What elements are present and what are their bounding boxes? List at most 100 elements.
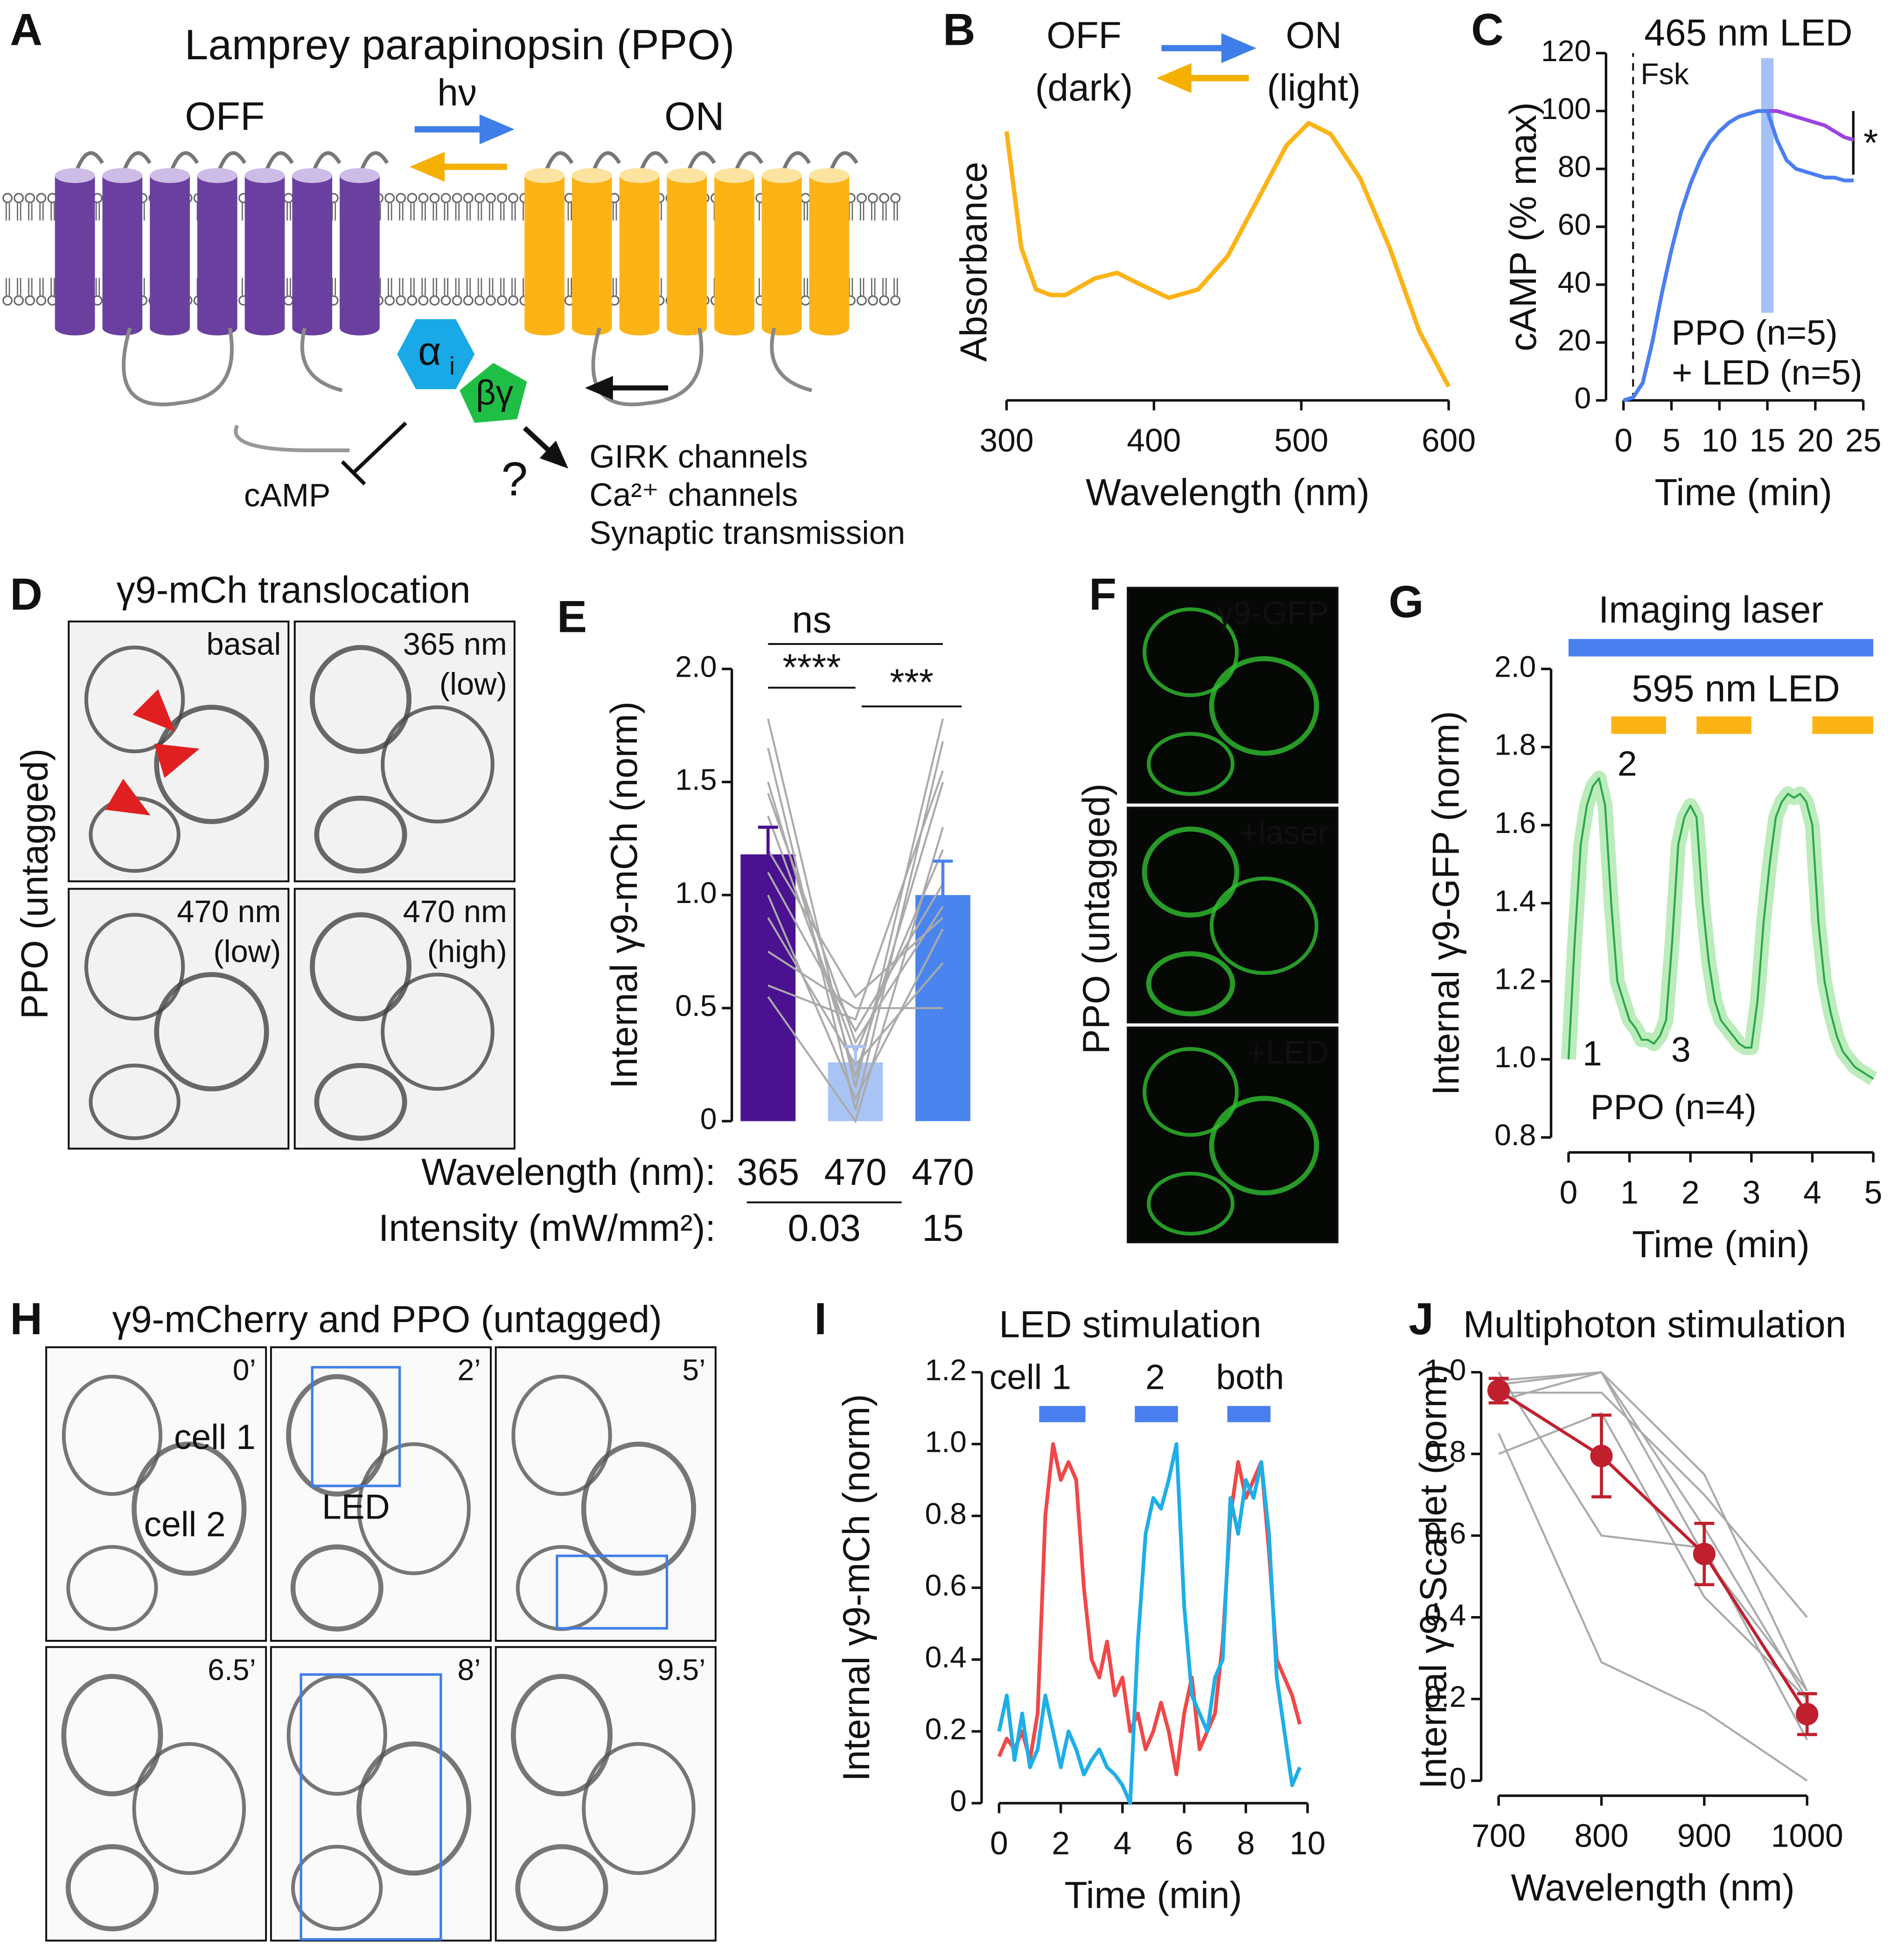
arrow-head <box>133 689 175 732</box>
helix <box>524 175 565 328</box>
helix-bottom <box>197 320 237 336</box>
paired-line <box>767 849 944 999</box>
arrow-head <box>409 152 445 182</box>
lipid-tail <box>432 278 437 296</box>
lipid-head <box>440 295 451 306</box>
data-line <box>1498 1389 1809 1715</box>
lipid-tail <box>612 278 617 296</box>
helix-bottom <box>55 320 95 336</box>
lipid-tail <box>567 203 572 221</box>
individual-line <box>1498 1371 1808 1692</box>
y-tick-label: 80 <box>1558 150 1591 183</box>
panel-label: C <box>1471 5 1504 55</box>
g-betagamma-label: βγ <box>476 373 514 412</box>
lipid-head <box>14 193 24 203</box>
cell-outline <box>314 1063 407 1141</box>
stimulus-bar <box>1696 716 1751 734</box>
cell-outline <box>84 645 185 754</box>
x-axis-label: Time (min) <box>1065 1875 1242 1917</box>
helix-bottom <box>761 320 802 336</box>
lipid-head <box>25 193 35 203</box>
y-tick-label: 0 <box>1450 1762 1466 1795</box>
data-point <box>1693 1542 1716 1566</box>
frame-label: (low) <box>213 934 281 969</box>
paired-line <box>767 895 944 1101</box>
individual-line <box>1499 1392 1808 1618</box>
lipid-tail <box>466 278 471 296</box>
lipid-tail <box>388 278 392 296</box>
frame-label: 5’ <box>682 1353 705 1386</box>
data-line <box>1623 109 1854 402</box>
frame-label: (high) <box>427 934 507 969</box>
x-tick-label: 470 <box>824 1151 887 1193</box>
cell-outline <box>290 1544 384 1632</box>
helix-bottom <box>572 320 612 336</box>
panel-title: γ9-mCherry and PPO (untagged) <box>112 1299 662 1341</box>
individual-line <box>1498 1371 1808 1692</box>
bar <box>740 854 796 1121</box>
effector: GIRK channels <box>589 438 808 475</box>
x-tick-label: 365 <box>737 1151 799 1193</box>
y-tick-label: 0.6 <box>925 1568 967 1602</box>
helix <box>292 175 333 328</box>
x-tick-label: 400 <box>1127 422 1181 458</box>
state-on-sub: (light) <box>1267 67 1361 109</box>
lipid-head <box>2 193 13 203</box>
paired-line <box>767 917 944 1067</box>
helix-top <box>809 168 850 183</box>
arrow-head <box>539 441 569 469</box>
stimulus-label: both <box>1216 1357 1284 1396</box>
lipid-tail <box>511 203 516 221</box>
effector: Synaptic transmission <box>589 514 905 551</box>
helix-top <box>714 168 754 183</box>
x-tick-label: 1000 <box>1771 1817 1843 1854</box>
y-tick-label: 0.4 <box>1424 1598 1466 1632</box>
stimulus-label: 2 <box>1145 1357 1165 1396</box>
individual-line <box>1498 1371 1808 1700</box>
stimulus-bar <box>1135 1406 1178 1422</box>
lipid-tail <box>17 203 21 221</box>
helix <box>102 175 143 328</box>
led-pulse <box>1761 58 1774 313</box>
helix <box>714 175 754 328</box>
y-tick-label: 0.8 <box>1494 1118 1536 1152</box>
forskolin-label: Fsk <box>1640 57 1689 91</box>
frame-label: 6.5’ <box>208 1653 256 1687</box>
y-tick-label: 0.2 <box>925 1712 967 1746</box>
x-tick-label: 0 <box>1560 1174 1578 1211</box>
effector: Ca²⁺ channels <box>589 476 798 513</box>
lipid-tail <box>50 278 55 296</box>
legend-entry: PPO (n=4) <box>1590 1087 1757 1127</box>
lipid-head <box>463 295 474 306</box>
cell-outline <box>61 1673 163 1797</box>
panel-label: I <box>814 1294 827 1344</box>
helix-top <box>667 168 707 183</box>
lipid-head <box>440 193 451 203</box>
significance: * <box>1863 122 1878 164</box>
arrow-head <box>105 778 151 816</box>
g-alpha-label: α <box>418 329 441 374</box>
data-line <box>1567 777 1874 1080</box>
helix <box>809 175 850 328</box>
lipid-head <box>396 295 406 306</box>
led-region <box>311 1366 401 1487</box>
panel-title: Lamprey parapinopsin (PPO) <box>185 21 735 69</box>
state-on: ON <box>664 94 724 139</box>
lipid-tail <box>488 278 494 296</box>
frame-label: 0’ <box>233 1353 256 1386</box>
stimulus-bar <box>1812 716 1874 734</box>
row-label: Wavelength (nm): <box>421 1151 716 1193</box>
lipid-tail <box>893 278 898 296</box>
lipid-tail <box>444 278 448 296</box>
cell-outline <box>154 705 269 824</box>
x-tick-label: 3 <box>1743 1174 1761 1211</box>
x-tick-label: 4 <box>1114 1825 1132 1861</box>
frame-label: +LED <box>1247 1034 1329 1071</box>
lipid-head <box>485 295 496 306</box>
cell-outline <box>356 1741 472 1876</box>
lipid-head <box>14 295 24 306</box>
x-tick-label: 900 <box>1677 1817 1731 1854</box>
x-tick-label: 500 <box>1274 422 1328 458</box>
lipid-head <box>36 295 47 306</box>
annotation: 2 <box>1618 744 1637 783</box>
